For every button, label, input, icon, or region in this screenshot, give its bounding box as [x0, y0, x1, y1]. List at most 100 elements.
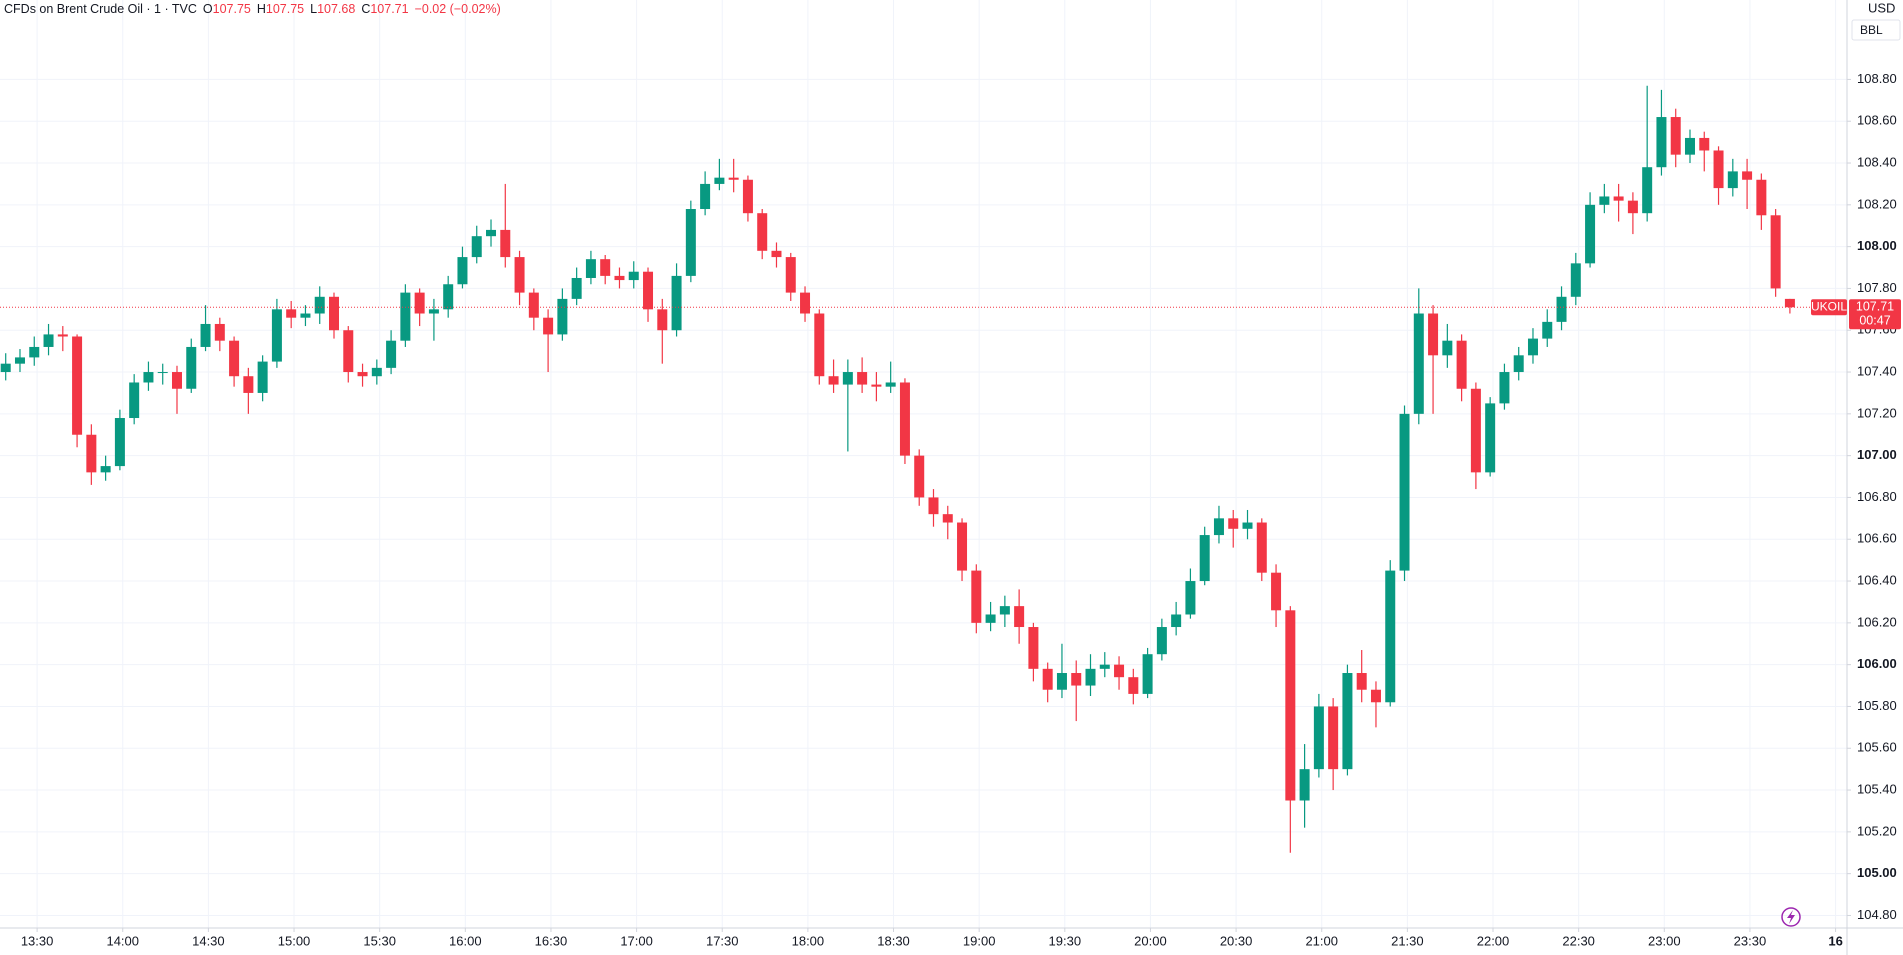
candle-body — [257, 361, 268, 393]
candle-body — [1570, 263, 1581, 297]
x-tick-label: 21:00 — [1305, 933, 1338, 948]
candle-body — [771, 250, 782, 258]
x-tick-label: 19:30 — [1049, 933, 1082, 948]
candle-body — [1413, 313, 1424, 414]
candle-body — [528, 292, 539, 318]
candle-body — [1527, 338, 1538, 356]
candle-body — [1299, 769, 1310, 801]
close-value: 107.71 — [370, 2, 409, 16]
candle-body — [57, 334, 68, 337]
candle-body — [1156, 627, 1167, 655]
y-tick-label: 107.80 — [1857, 280, 1897, 295]
replay-icon[interactable] — [1781, 907, 1801, 927]
candle-body — [1370, 689, 1381, 703]
candle-body — [871, 384, 882, 387]
candle-body — [200, 323, 211, 347]
candle-body — [671, 275, 682, 331]
symbol-info[interactable]: CFDs on Brent Crude Oil · 1 · TVC — [4, 2, 197, 16]
candle-body — [1656, 117, 1667, 168]
grid — [0, 0, 1847, 928]
candle-body — [628, 271, 639, 281]
candle-body — [1256, 522, 1267, 573]
candle-body — [471, 236, 482, 258]
candle-body — [1028, 627, 1039, 669]
unit-label[interactable]: BBL — [1860, 23, 1883, 37]
candle-body — [1428, 313, 1439, 356]
x-tick-label: 14:30 — [192, 933, 225, 948]
y-tick-label: 108.40 — [1857, 154, 1897, 169]
candle-body — [114, 418, 125, 467]
x-tick-label: 18:00 — [792, 933, 825, 948]
candle-body — [1499, 372, 1510, 404]
candle-body — [386, 340, 397, 368]
candle-body — [129, 382, 140, 419]
x-tick-label: 16:00 — [449, 933, 482, 948]
low-label: L — [310, 2, 318, 16]
candle-body — [1056, 673, 1067, 690]
candle-body — [1328, 706, 1339, 770]
y-tick-label: 108.00 — [1857, 238, 1897, 253]
candle-body — [1742, 171, 1753, 180]
currency-label[interactable]: USD — [1868, 0, 1895, 15]
candle-body — [1442, 340, 1453, 356]
candle-body — [814, 313, 825, 377]
candle-body — [29, 346, 40, 358]
candle-body — [1142, 654, 1153, 694]
y-tick-label: 108.20 — [1857, 196, 1897, 211]
candle-body — [742, 179, 753, 214]
candle-body — [1071, 673, 1082, 686]
candle-body — [414, 292, 425, 314]
candle-body — [1242, 522, 1253, 529]
candle-body — [486, 229, 497, 237]
candle-body — [557, 298, 568, 335]
candle-body — [1171, 614, 1182, 628]
candle-body — [43, 334, 54, 347]
candle-body — [14, 357, 25, 364]
candle-body — [1285, 610, 1296, 801]
candle-body — [428, 309, 439, 314]
candle-body — [1470, 388, 1481, 473]
candle-body — [728, 177, 739, 180]
unit-box[interactable] — [1851, 19, 1901, 41]
y-tick-label: 106.40 — [1857, 572, 1897, 587]
candle-body — [343, 330, 354, 373]
candle-body — [157, 372, 168, 374]
candle-body — [971, 570, 982, 623]
y-tick-label: 106.20 — [1857, 614, 1897, 629]
y-tick-label: 107.40 — [1857, 363, 1897, 378]
candle-body — [314, 296, 325, 314]
candle-body — [329, 296, 340, 331]
x-tick-label: 15:00 — [278, 933, 311, 948]
candle-body — [443, 284, 454, 310]
candle-body — [1770, 215, 1781, 289]
candle-body — [1613, 196, 1624, 201]
countdown-label: 00:47 — [1859, 314, 1890, 328]
candle-body — [714, 177, 725, 184]
candle-body — [899, 382, 910, 456]
y-tick-label: 105.20 — [1857, 823, 1897, 838]
legend-header: CFDs on Brent Crude Oil · 1 · TVC O107.75… — [4, 2, 507, 16]
low-value: 107.68 — [317, 2, 356, 16]
candle-body — [1513, 355, 1524, 373]
candle-body — [885, 382, 896, 387]
axes: 104.80 105.00 105.20 105.40 105.60 105.80 106.… — [21, 71, 1897, 949]
close-label: C — [361, 2, 371, 16]
y-tick-label: 107.20 — [1857, 405, 1897, 420]
candle-body — [1684, 137, 1695, 155]
candle-body — [1385, 570, 1396, 703]
candle-body — [186, 346, 197, 389]
candle-body — [1185, 581, 1196, 615]
candle-body — [600, 259, 611, 276]
x-tick-label: 23:00 — [1648, 933, 1681, 948]
open-value: 107.75 — [212, 2, 251, 16]
x-tick-label: 18:30 — [877, 933, 910, 948]
y-tick-label: 105.00 — [1857, 865, 1897, 880]
candle-body — [614, 275, 625, 281]
candle-body — [286, 309, 297, 318]
candle-body — [1456, 340, 1467, 389]
candle-body — [1099, 664, 1110, 669]
candle-body — [957, 522, 968, 571]
candle-body — [0, 363, 11, 373]
